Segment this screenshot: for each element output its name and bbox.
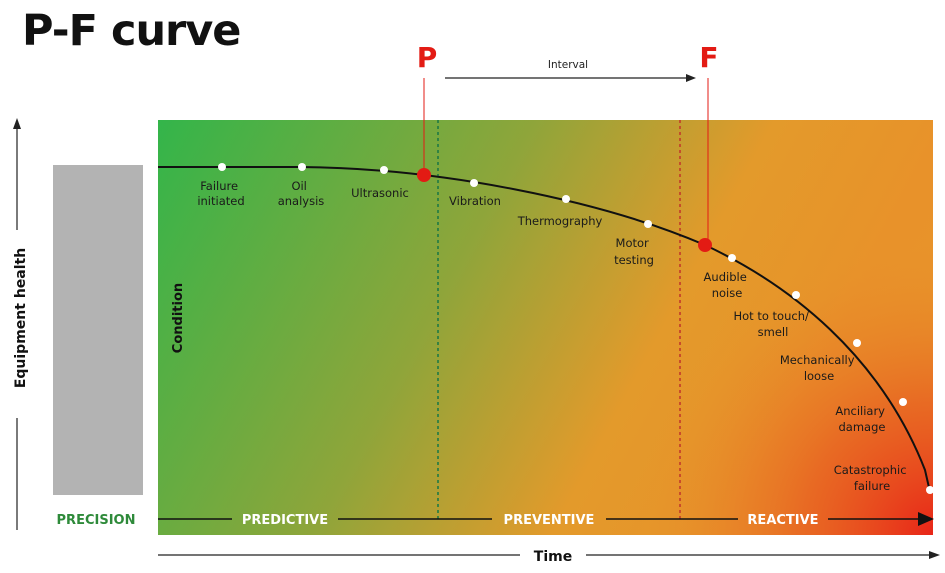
stage-dot xyxy=(728,254,736,262)
stage-dot xyxy=(792,291,800,299)
condition-label: Condition xyxy=(171,283,186,353)
stage-dot xyxy=(562,195,570,203)
stage-dot xyxy=(926,486,934,494)
zone-reactive: REACTIVE xyxy=(747,513,818,528)
reactive-red-zone xyxy=(158,120,933,535)
stage-label-oil-analysis: Oil analysis xyxy=(278,179,325,208)
stage-dot xyxy=(470,179,478,187)
stage-dot xyxy=(380,166,388,174)
stage-label-motor-testing: Motor testing xyxy=(614,236,654,267)
stage-dot xyxy=(644,220,652,228)
stage-label-anciliary-damage: Anciliary damage xyxy=(835,404,888,434)
stage-labels: Failure initiated Oil analysis Ultrasoni… xyxy=(197,179,910,493)
x-axis-title: Time xyxy=(534,549,572,565)
stage-label-mechanically-loose: Mechanically loose xyxy=(780,353,858,383)
precision-bar xyxy=(53,165,143,495)
f-label: F xyxy=(699,41,718,74)
p-point xyxy=(417,168,431,182)
stage-dot xyxy=(899,398,907,406)
stage-label-failure-initiated: Failure initiated xyxy=(197,179,244,208)
y-axis: Equipment health xyxy=(13,118,29,530)
phase-timeline xyxy=(158,512,934,526)
stage-label-thermography: Thermography xyxy=(517,214,603,228)
page-title: P-F curve xyxy=(22,6,241,56)
x-axis: Time xyxy=(158,549,940,565)
zone-predictive: PREDICTIVE xyxy=(242,513,328,528)
stage-label-hot-to-touch: Hot to touch/ smell xyxy=(733,309,812,339)
stage-label-ultrasonic: Ultrasonic xyxy=(351,186,409,200)
stage-label-catastrophic-failure: Catastrophic failure xyxy=(834,463,910,493)
interval-label: Interval xyxy=(548,59,588,71)
zone-precision: PRECISION xyxy=(57,513,136,528)
zone-preventive: PREVENTIVE xyxy=(504,513,595,528)
interval-arrow: Interval xyxy=(445,59,696,82)
stage-dot xyxy=(853,339,861,347)
stage-label-vibration: Vibration xyxy=(449,194,501,208)
p-label: P xyxy=(417,41,438,74)
stage-markers xyxy=(218,163,934,494)
stage-dot xyxy=(298,163,306,171)
stage-label-audible-noise: Audible noise xyxy=(704,270,751,300)
f-point xyxy=(698,238,712,252)
stage-dot xyxy=(218,163,226,171)
y-axis-title: Equipment health xyxy=(13,248,29,388)
